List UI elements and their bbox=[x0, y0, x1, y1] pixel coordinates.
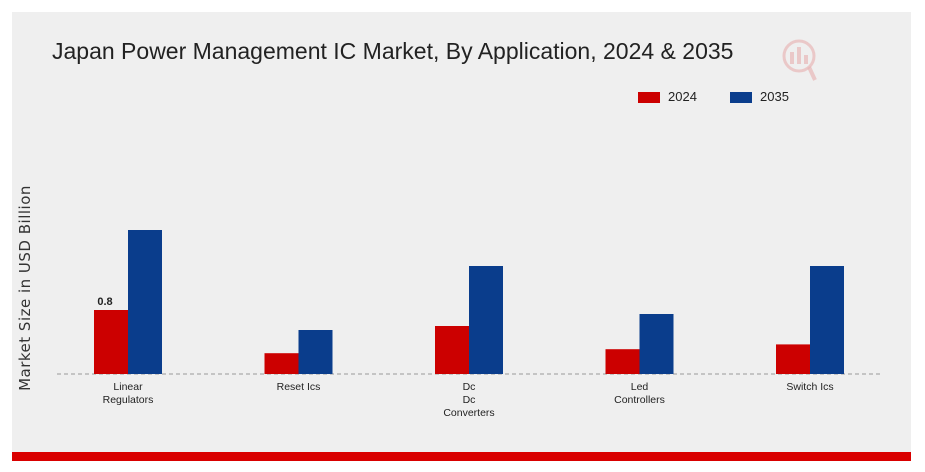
x-tick-label-line: Led bbox=[631, 381, 649, 393]
bar-2024-2 bbox=[435, 326, 469, 374]
x-tick-label-line: Dc bbox=[463, 381, 476, 393]
legend-label-2035: 2035 bbox=[760, 89, 789, 104]
legend-label-2024: 2024 bbox=[668, 89, 697, 104]
bar-2024-1 bbox=[264, 353, 299, 374]
x-tick-label-line: Reset Ics bbox=[277, 381, 321, 393]
bar-2024-4 bbox=[776, 344, 810, 374]
x-tick-label-line: Controllers bbox=[614, 394, 665, 406]
legend-swatch-2035 bbox=[730, 92, 752, 103]
bar-2035-0 bbox=[128, 230, 162, 374]
x-tick-label: Led Controllers bbox=[614, 381, 665, 406]
x-tick-label-line: Dc bbox=[463, 394, 476, 406]
bar-2035-4 bbox=[810, 266, 844, 374]
x-tick-label: Reset Ics bbox=[277, 381, 321, 393]
x-tick-label-line: Converters bbox=[443, 407, 494, 419]
bar-2035-1 bbox=[298, 330, 333, 374]
bar-2024-3 bbox=[605, 349, 640, 374]
x-tick-label: Linear Regulators bbox=[103, 381, 154, 406]
x-tick-label-line: Linear bbox=[113, 381, 143, 393]
x-tick-label: Dc Dc Converters bbox=[443, 381, 494, 419]
legend-swatch-2024 bbox=[638, 92, 660, 103]
x-tick-label-line: Switch Ics bbox=[786, 381, 833, 393]
market-research-logo-icon bbox=[782, 39, 817, 81]
bar-2035-2 bbox=[469, 266, 503, 374]
bar-2024-0 bbox=[94, 310, 128, 374]
x-tick-label: Switch Ics bbox=[786, 381, 833, 393]
bottom-accent-bar bbox=[12, 452, 911, 461]
chart-title: Japan Power Management IC Market, By App… bbox=[52, 38, 734, 64]
x-tick-label-line: Regulators bbox=[103, 394, 154, 406]
bar-2035-3 bbox=[639, 314, 674, 374]
data-label: 0.8 bbox=[97, 296, 112, 308]
